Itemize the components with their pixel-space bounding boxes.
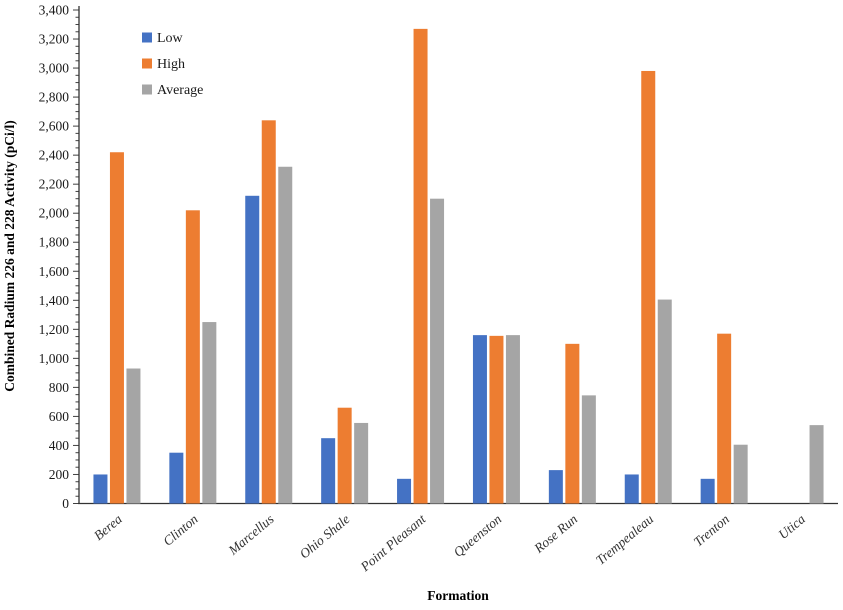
legend-label-high: High (157, 57, 185, 72)
y-tick-label: 0 (62, 496, 69, 511)
y-tick-label: 2,200 (39, 177, 70, 192)
y-tick-label: 1,800 (39, 235, 70, 250)
y-tick-label: 3,200 (39, 32, 70, 47)
legend-swatch-average (142, 84, 152, 95)
legend: Low High Average (142, 31, 203, 98)
bar-berea-high (109, 152, 124, 504)
x-category-label: Utica (775, 511, 808, 542)
x-category-label: Clinton (160, 511, 201, 549)
bar-trempealeau-average (657, 299, 672, 504)
bar-rose-run-low (548, 470, 563, 504)
bar-ohio-shale-low (321, 438, 336, 504)
bar-clinton-low (169, 452, 184, 504)
bar-utica-average (809, 425, 824, 504)
bar-marcellus-high (261, 120, 276, 504)
y-tick-label: 2,600 (39, 119, 70, 134)
y-tick-label: 2,000 (39, 206, 70, 221)
y-tick-label: 200 (49, 467, 70, 482)
bar-berea-low (93, 474, 108, 504)
y-tick-label: 1,600 (39, 264, 70, 279)
bar-rose-run-average (581, 395, 596, 504)
x-category-label: Rose Run (531, 511, 581, 556)
bar-trempealeau-high (641, 70, 656, 504)
x-category-label: Ohio Shale (297, 511, 353, 561)
legend-swatch-high (142, 58, 152, 69)
x-category-label: Trenton (691, 511, 733, 549)
bar-marcellus-low (245, 195, 260, 504)
y-tick-label: 2,400 (39, 148, 70, 163)
legend-swatch-low (142, 32, 152, 43)
y-tick-label: 1,000 (39, 351, 70, 366)
bar-clinton-high (185, 210, 200, 504)
x-category-label: Trempealeau (593, 511, 656, 568)
x-category-label: Queenston (450, 511, 504, 560)
y-tick-label: 3,000 (39, 61, 70, 76)
y-tick-label: 3,400 (39, 3, 70, 18)
y-tick-label: 400 (49, 438, 70, 453)
bar-berea-average (126, 368, 141, 504)
bar-clinton-average (202, 322, 217, 504)
bar-trempealeau-low (624, 474, 639, 504)
bar-queenston-low (472, 335, 487, 504)
bar-trenton-average (733, 444, 748, 504)
bar-point-pleasant-average (430, 198, 445, 504)
y-axis-title: Combined Radium 226 and 228 Activity (pC… (2, 120, 17, 392)
bar-ohio-shale-high (337, 407, 352, 504)
bar-rose-run-high (565, 343, 580, 504)
x-category-label: Point Pleasant (357, 511, 430, 575)
legend-label-low: Low (157, 31, 184, 46)
legend-label-average: Average (157, 83, 203, 98)
y-tick-label: 600 (49, 409, 70, 424)
bar-trenton-low (700, 478, 715, 504)
y-tick-label: 800 (49, 380, 70, 395)
y-tick-label: 1,400 (39, 293, 70, 308)
bar-queenston-average (505, 335, 520, 504)
x-category-label: Berea (91, 511, 125, 543)
bar-trenton-high (717, 333, 732, 504)
y-tick-label: 2,800 (39, 90, 70, 105)
bar-point-pleasant-low (397, 478, 412, 504)
x-axis-title: Formation (427, 588, 489, 603)
bar-marcellus-average (278, 166, 293, 504)
y-tick-label: 1,200 (39, 322, 70, 337)
bar-point-pleasant-high (413, 28, 428, 504)
bar-ohio-shale-average (354, 422, 369, 504)
bar-queenston-high (489, 335, 504, 504)
x-category-label: Marcellus (225, 511, 277, 558)
